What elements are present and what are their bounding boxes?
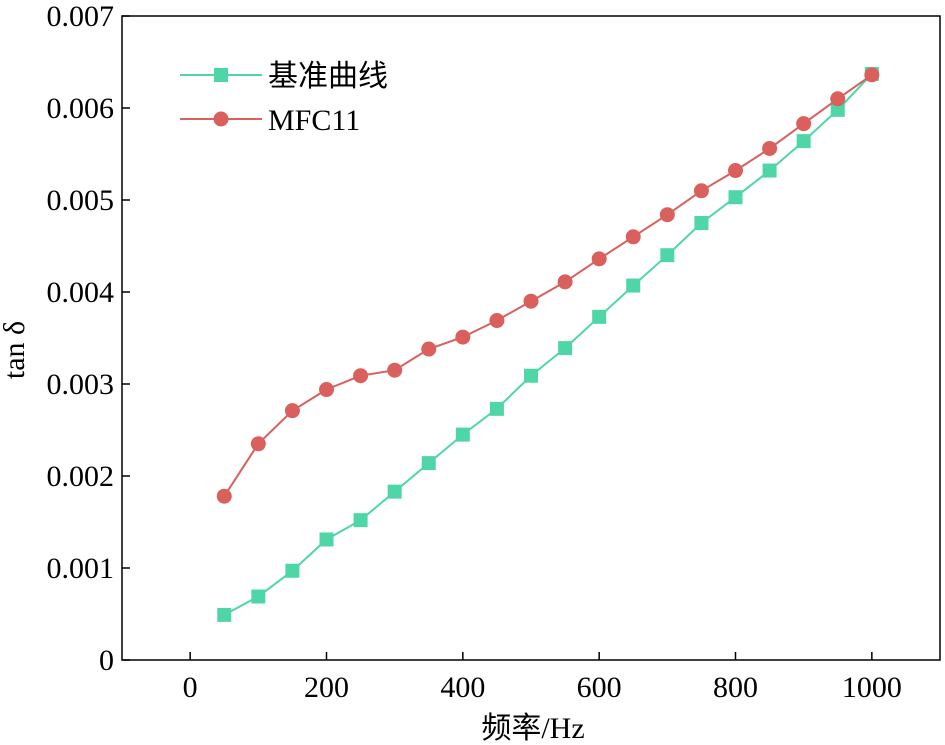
x-tick-label: 800 <box>713 671 758 704</box>
series-1 <box>217 66 879 622</box>
y-tick-label: 0.001 <box>47 552 115 585</box>
plot-frame <box>121 15 941 661</box>
data-point <box>762 140 778 156</box>
data-point <box>421 456 436 471</box>
legend-label: MFC11 <box>268 104 360 137</box>
data-point <box>557 274 573 290</box>
data-point <box>693 183 709 199</box>
data-point <box>830 102 845 117</box>
legend-marker <box>214 68 228 82</box>
data-point <box>762 163 777 178</box>
data-point <box>284 403 300 419</box>
data-point <box>592 309 607 324</box>
data-point <box>455 329 471 345</box>
y-tick-label: 0.007 <box>47 0 115 33</box>
x-tick-label: 200 <box>304 671 349 704</box>
data-point <box>250 436 266 452</box>
y-tick-label: 0.003 <box>47 368 115 401</box>
y-tick-label: 0.002 <box>47 460 115 493</box>
data-point <box>625 229 641 245</box>
data-point <box>285 563 300 578</box>
data-point <box>660 248 675 263</box>
data-point <box>558 341 573 356</box>
y-axis-title: tan δ <box>0 321 31 379</box>
x-axis-title: 频率/Hz <box>481 712 584 745</box>
data-point <box>387 362 403 378</box>
data-point <box>353 368 369 384</box>
legend-marker <box>213 111 229 127</box>
legend: 基准曲线 MFC11 <box>180 60 388 137</box>
x-tick-label: 600 <box>577 671 622 704</box>
data-point <box>216 488 232 504</box>
data-point <box>251 589 266 604</box>
data-point <box>864 67 880 83</box>
data-point <box>728 163 743 179</box>
y-tick-label: 0.004 <box>47 276 115 309</box>
data-point <box>524 368 538 383</box>
axes <box>121 15 941 661</box>
data-point <box>489 313 505 329</box>
data-point <box>353 513 368 528</box>
data-point <box>728 190 743 205</box>
data-point <box>796 134 811 149</box>
x-tick-label: 400 <box>440 671 485 704</box>
series-line <box>223 74 873 497</box>
y-tick-label: 0.006 <box>47 92 115 125</box>
legend-label: 基准曲线 <box>268 60 388 93</box>
data-point <box>319 382 334 398</box>
x-tick-label: 1000 <box>842 671 902 704</box>
data-point <box>830 91 846 107</box>
data-point <box>659 207 675 223</box>
series-layer <box>216 66 880 622</box>
data-point <box>796 116 812 132</box>
data-point <box>626 278 641 293</box>
data-point <box>319 532 334 547</box>
data-point <box>489 401 504 416</box>
data-point <box>217 607 232 622</box>
data-point <box>421 341 437 357</box>
y-tick-label: 0.005 <box>47 184 115 217</box>
data-point <box>455 427 470 442</box>
data-point <box>387 484 402 499</box>
data-point <box>591 251 607 267</box>
data-point <box>694 216 709 230</box>
axis-ticks: 0 200 400 600 800 1000 0 0.001 0.002 0.003 0.004 0.… <box>47 0 902 704</box>
series-2 <box>216 67 880 504</box>
x-tick-label: 0 <box>183 671 198 704</box>
y-tick-label: 0 <box>99 644 114 677</box>
data-point <box>523 293 539 309</box>
